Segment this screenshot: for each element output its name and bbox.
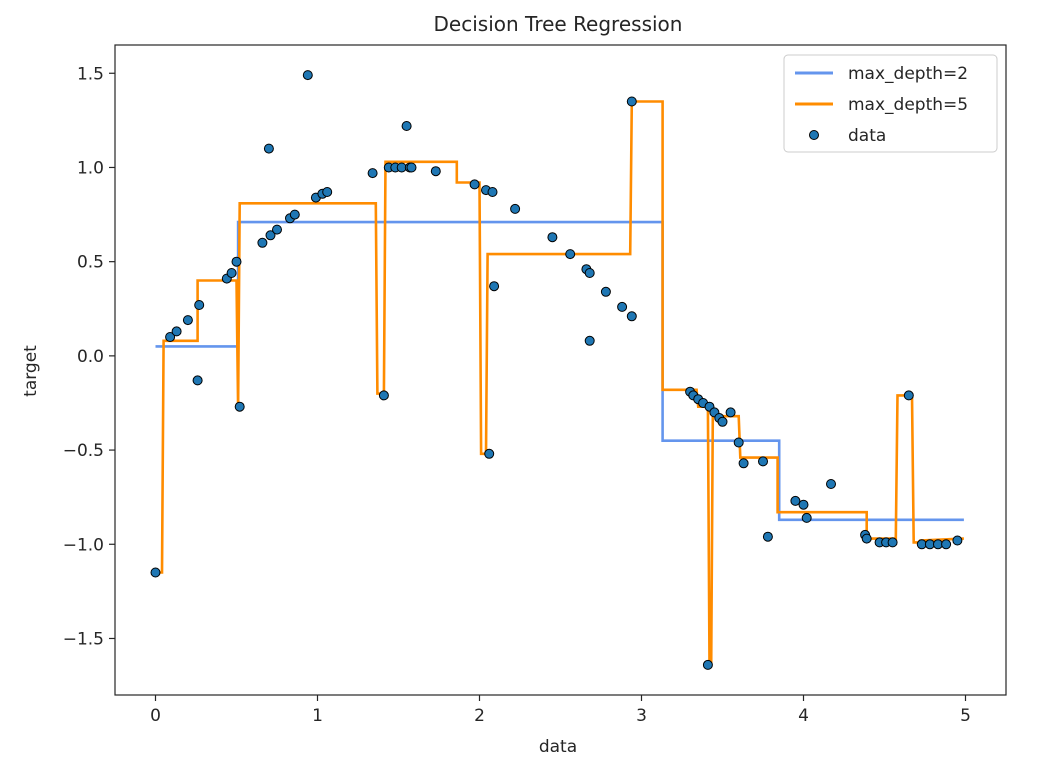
data-point <box>826 479 836 489</box>
axes-frame <box>114 44 1007 696</box>
data-point <box>887 537 898 548</box>
y-tick-label: 1.5 <box>77 64 104 84</box>
data-point <box>626 96 637 107</box>
data-point <box>584 335 595 346</box>
data-point <box>378 390 389 401</box>
legend-label-max-depth-2: max_depth=2 <box>848 64 968 84</box>
x-axis-ticks: 0 1 2 3 4 5 <box>150 695 971 726</box>
data-point <box>289 209 300 220</box>
y-axis-ticks: −1.5 −1.0 −0.5 0.0 0.5 1.0 1.5 <box>63 64 115 649</box>
data-point <box>257 237 268 248</box>
data-point <box>758 456 768 467</box>
data-point <box>192 375 203 386</box>
y-tick-label: −1.0 <box>63 535 104 555</box>
data-point <box>801 512 812 523</box>
legend-box <box>783 54 998 153</box>
series-line-max-depth-2 <box>155 220 964 522</box>
data-point <box>226 268 237 278</box>
plot-area <box>150 70 964 670</box>
data-point <box>430 166 441 177</box>
x-tick-label: 0 <box>150 706 161 726</box>
y-tick-label: −0.5 <box>63 441 104 461</box>
legend-marker-data <box>809 130 819 140</box>
data-point <box>182 315 193 326</box>
data-point <box>952 535 963 546</box>
data-point <box>265 230 276 241</box>
data-point <box>487 187 498 197</box>
legend-label-data: data <box>848 126 886 146</box>
data-point <box>367 168 378 179</box>
y-axis-label: target <box>21 345 41 397</box>
y-tick-label: 0.5 <box>77 253 104 273</box>
data-point <box>234 401 245 412</box>
data-point <box>762 531 773 542</box>
data-point <box>171 326 182 337</box>
data-point <box>584 268 595 278</box>
data-point <box>406 162 417 173</box>
data-point <box>733 437 744 448</box>
data-point <box>263 143 274 154</box>
x-tick-label: 4 <box>798 706 809 726</box>
data-point <box>738 458 749 469</box>
data-point <box>302 70 313 81</box>
data-point <box>798 499 809 510</box>
data-point <box>600 286 611 297</box>
data-point <box>484 448 495 459</box>
data-point <box>194 300 205 310</box>
data-point <box>725 407 736 418</box>
data-point <box>717 416 728 427</box>
x-tick-label: 1 <box>312 706 323 726</box>
data-point <box>702 659 713 670</box>
chart-title: Decision Tree Regression <box>434 12 683 36</box>
data-point <box>861 533 872 544</box>
data-point <box>165 332 176 342</box>
y-tick-label: −1.5 <box>63 629 104 649</box>
data-point <box>510 203 521 214</box>
data-point <box>322 187 333 197</box>
data-point <box>547 232 558 243</box>
data-point <box>565 249 576 260</box>
data-point <box>150 567 161 578</box>
x-tick-label: 3 <box>636 706 647 726</box>
x-tick-label: 5 <box>960 706 971 726</box>
data-point <box>401 121 412 131</box>
y-tick-label: 0.0 <box>77 347 104 367</box>
data-point <box>231 256 242 267</box>
series-line-max-depth-5 <box>155 100 964 667</box>
data-point <box>941 539 952 550</box>
data-point <box>617 301 628 312</box>
data-point <box>469 179 480 190</box>
data-point <box>626 311 637 322</box>
y-tick-label: 1.0 <box>77 158 104 178</box>
legend-label-max-depth-5: max_depth=5 <box>848 95 968 115</box>
x-axis-label: data <box>539 737 577 757</box>
legend: max_depth=2 max_depth=5 data <box>783 54 998 153</box>
data-point <box>903 390 914 401</box>
data-point <box>272 224 282 235</box>
x-tick-label: 2 <box>474 706 485 726</box>
data-point <box>790 495 801 506</box>
data-point <box>489 281 500 292</box>
